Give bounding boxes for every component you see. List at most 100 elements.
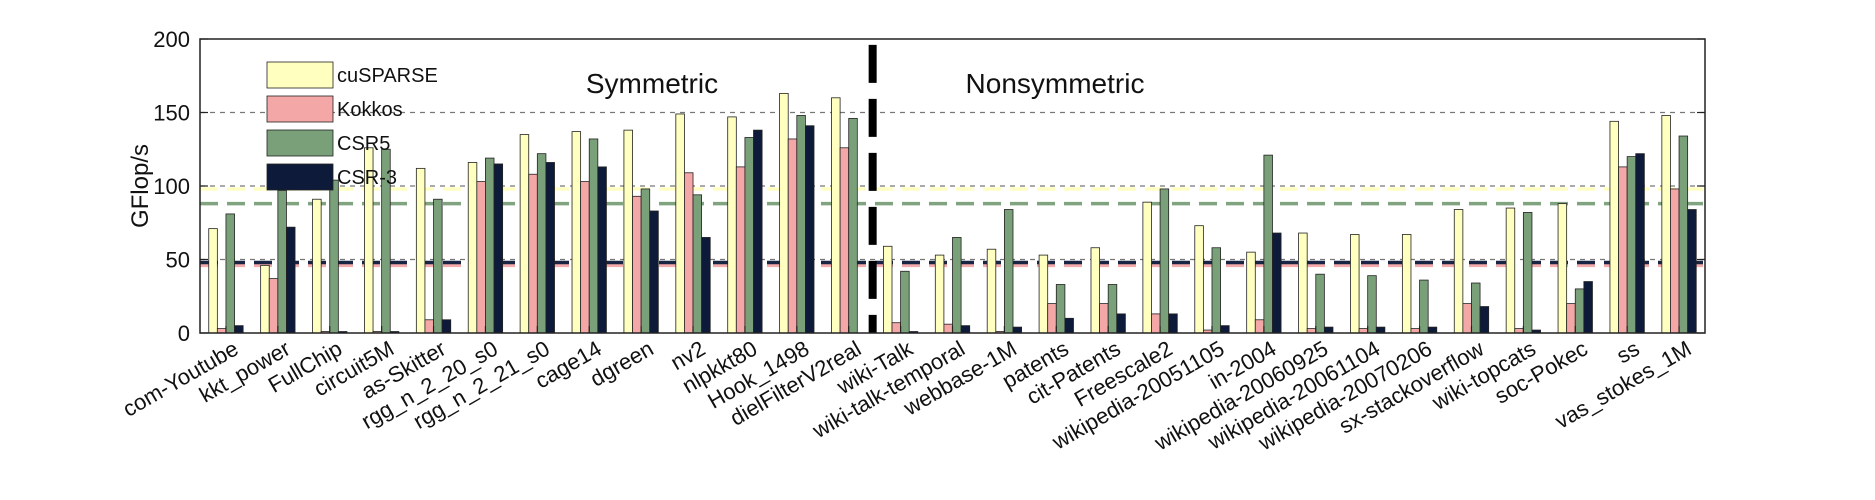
y-tick-label-150: 150 [153,101,190,126]
bar-cusparse-2 [312,198,322,334]
bar-csr-3-1 [286,226,296,334]
bar-cusparse-9 [675,113,685,334]
bar-kokkos-7 [580,181,590,334]
bar-cusparse-20 [1246,251,1256,334]
bar-cusparse-25 [1505,207,1516,334]
bar-csr-3-27 [1635,153,1645,334]
legend-label-csr-3: CSR-3 [337,167,397,189]
bar-cusparse-13 [883,245,893,334]
bar-csr-3-17 [1116,313,1126,334]
bar-cusparse-4 [415,167,426,334]
bar-csr-3-21 [1323,326,1334,334]
bar-csr-3-6 [545,162,555,334]
bars-layer [208,92,1697,334]
bar-kokkos-4 [424,319,434,334]
bar-kokkos-1 [268,278,279,334]
bar-csr-3-24 [1479,306,1490,334]
bar-csr-3-5 [493,163,504,334]
bar-csr-3-20 [1272,232,1282,334]
bar-kokkos-9 [684,172,694,334]
bar-kokkos-24 [1462,303,1472,334]
bar-kokkos-10 [735,166,746,334]
bar-cusparse-7 [571,131,582,334]
bar-csr5-20 [1263,154,1273,334]
y-tick-label-0: 0 [178,321,190,346]
bar-cusparse-23 [1401,234,1412,334]
legend-swatch-kokkos [266,95,334,123]
legend-swatch-cusparse [266,61,334,89]
bar-cusparse-5 [467,162,478,334]
bar-csr5-19 [1211,247,1221,334]
bar-cusparse-16 [1038,254,1049,334]
y-axis: 0 50 100 150 200 [153,27,1705,346]
bar-csr5-8 [640,188,651,334]
bar-csr5-7 [588,138,599,334]
bar-csr5-28 [1678,135,1689,334]
bar-csr5-17 [1107,284,1118,334]
section-label-nonsymmetric: Nonsymmetric [966,68,1145,99]
y-axis-title: GFlop/s [127,144,154,228]
bar-cusparse-22 [1350,234,1360,334]
bar-csr-3-19 [1220,325,1230,334]
bar-csr5-10 [744,137,754,334]
bar-csr5-12 [848,117,858,334]
bar-csr-3-10 [753,129,763,334]
bar-csr5-22 [1367,275,1377,334]
y-tick-label-200: 200 [153,27,190,52]
bar-csr5-9 [692,194,703,334]
bar-cusparse-15 [986,248,997,334]
bar-kokkos-27 [1618,166,1628,334]
bar-csr-3-28 [1687,209,1697,334]
legend-label-kokkos: Kokkos [337,99,403,121]
bar-kokkos-16 [1047,303,1057,334]
bar-csr-3-4 [441,319,452,334]
bar-csr-3-9 [701,237,711,334]
bar-csr5-11 [796,115,806,334]
bar-csr5-0 [225,213,235,334]
bar-csr-3-7 [597,166,607,334]
bar-csr-3-23 [1427,326,1438,334]
bar-cusparse-28 [1661,115,1671,334]
bar-csr5-6 [536,153,547,334]
bar-csr-3-11 [805,125,815,334]
bar-kokkos-12 [839,147,850,334]
bar-kokkos-17 [1099,303,1109,334]
bar-csr5-13 [900,270,910,334]
legend-label-cusparse: cuSPARSE [337,65,438,87]
bar-csr5-27 [1626,156,1637,334]
bar-cusparse-0 [208,228,218,334]
bar-cusparse-27 [1609,120,1619,334]
bar-csr-3-26 [1583,281,1593,334]
bar-kokkos-18 [1151,313,1161,334]
legend: cuSPARSE Kokkos CSR5 CSR-3 [266,61,438,191]
y-tick-label-100: 100 [153,174,190,199]
bar-kokkos-20 [1254,319,1265,334]
bar-csr5-26 [1574,288,1585,334]
bar-cusparse-17 [1090,247,1100,334]
bar-csr-3-18 [1168,313,1178,334]
bar-csr5-16 [1055,284,1066,334]
x-axis: com-Youtubekkt_powerFullChipcircuit5Mas-… [118,326,1696,456]
bar-csr-3-15 [1012,326,1022,334]
bar-csr5-2 [329,179,339,334]
bar-cusparse-10 [727,116,737,334]
bar-csr5-24 [1471,282,1481,334]
bar-csr5-14 [952,237,962,334]
bar-kokkos-6 [528,173,538,334]
bar-kokkos-5 [476,181,486,334]
bar-csr5-5 [485,157,495,334]
bar-kokkos-26 [1566,303,1576,334]
bar-cusparse-24 [1453,209,1464,334]
bar-csr-3-16 [1064,317,1074,334]
bar-cusparse-19 [1194,225,1204,334]
bar-kokkos-13 [891,322,902,334]
bar-kokkos-14 [943,323,953,334]
bar-cusparse-12 [831,97,841,334]
bar-kokkos-8 [632,195,642,334]
bar-cusparse-6 [519,134,530,334]
bar-csr5-25 [1522,212,1533,334]
bar-csr-3-14 [960,325,971,334]
bar-cusparse-18 [1142,201,1152,334]
bar-cusparse-11 [779,92,789,334]
bar-csr5-18 [1159,188,1170,334]
